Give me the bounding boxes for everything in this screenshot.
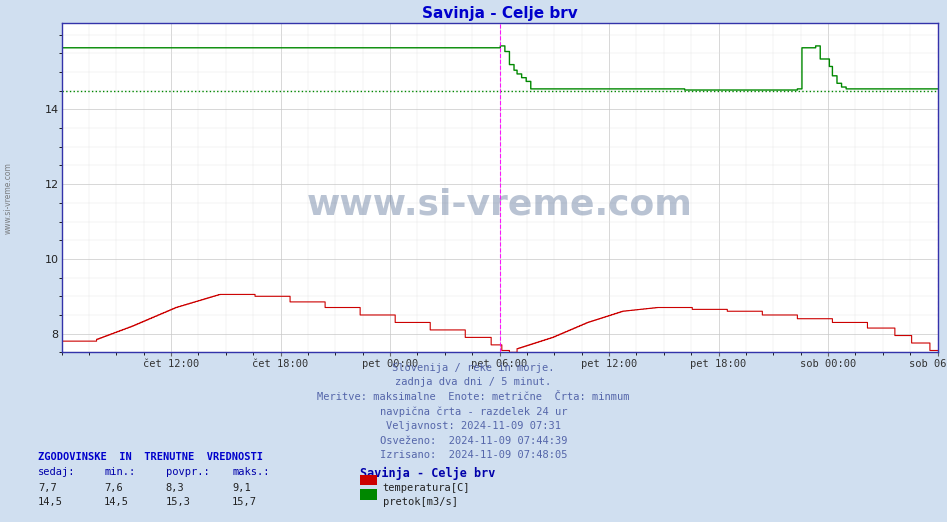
Text: maks.:: maks.: xyxy=(232,467,270,477)
Text: 7,6: 7,6 xyxy=(104,483,123,493)
Text: 14,5: 14,5 xyxy=(104,497,129,507)
Text: ZGODOVINSKE  IN  TRENUTNE  VREDNOSTI: ZGODOVINSKE IN TRENUTNE VREDNOSTI xyxy=(38,452,263,461)
Text: Osveženo:  2024-11-09 07:44:39: Osveženo: 2024-11-09 07:44:39 xyxy=(380,436,567,446)
Text: povpr.:: povpr.: xyxy=(166,467,209,477)
Text: Slovenija / reke in morje.: Slovenija / reke in morje. xyxy=(392,363,555,373)
Text: pretok[m3/s]: pretok[m3/s] xyxy=(383,497,457,507)
Text: temperatura[C]: temperatura[C] xyxy=(383,483,470,493)
Text: Savinja - Celje brv: Savinja - Celje brv xyxy=(360,467,495,480)
Text: 14,5: 14,5 xyxy=(38,497,63,507)
Text: min.:: min.: xyxy=(104,467,135,477)
Text: www.si-vreme.com: www.si-vreme.com xyxy=(307,187,692,221)
Text: navpična črta - razdelek 24 ur: navpična črta - razdelek 24 ur xyxy=(380,407,567,417)
Text: Izrisano:  2024-11-09 07:48:05: Izrisano: 2024-11-09 07:48:05 xyxy=(380,450,567,460)
Text: 15,7: 15,7 xyxy=(232,497,257,507)
Text: www.si-vreme.com: www.si-vreme.com xyxy=(4,162,13,234)
Text: zadnja dva dni / 5 minut.: zadnja dva dni / 5 minut. xyxy=(396,377,551,387)
Text: Meritve: maksimalne  Enote: metrične  Črta: minmum: Meritve: maksimalne Enote: metrične Črta… xyxy=(317,392,630,402)
Text: 7,7: 7,7 xyxy=(38,483,57,493)
Title: Savinja - Celje brv: Savinja - Celje brv xyxy=(421,6,578,21)
Text: Veljavnost: 2024-11-09 07:31: Veljavnost: 2024-11-09 07:31 xyxy=(386,421,561,431)
Text: sedaj:: sedaj: xyxy=(38,467,76,477)
Text: 8,3: 8,3 xyxy=(166,483,185,493)
Text: 15,3: 15,3 xyxy=(166,497,190,507)
Text: 9,1: 9,1 xyxy=(232,483,251,493)
